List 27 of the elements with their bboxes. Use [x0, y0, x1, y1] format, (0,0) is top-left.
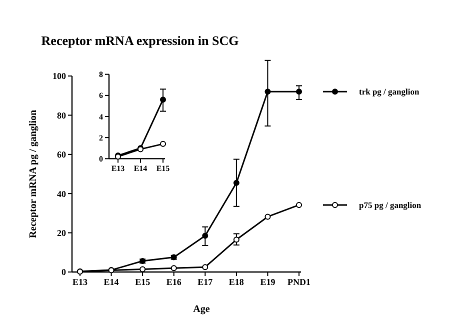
x-tick-label: PND1	[288, 277, 311, 288]
y-axis-title: Receptor mRNA pg / ganglion	[28, 109, 39, 238]
y-tick-label: 80	[57, 110, 66, 120]
chart-title: Receptor mRNA expression in SCG	[41, 33, 239, 48]
x-tick-label: E15	[156, 164, 170, 174]
y-tick-label: 40	[57, 188, 66, 199]
legend-label: trk pg / ganglion	[359, 86, 420, 97]
y-tick-label: 60	[57, 150, 66, 160]
x-tick-label: E13	[72, 277, 88, 288]
x-axis-title: Age	[193, 304, 210, 315]
x-tick-label: E18	[228, 277, 244, 288]
x-tick-label: E15	[135, 277, 151, 288]
x-tick-label: E19	[260, 277, 276, 288]
y-tick-label: 0	[62, 267, 66, 278]
y-tick-label: 4	[99, 112, 103, 122]
y-tick-label: 100	[52, 71, 66, 82]
y-tick-label: 20	[57, 228, 66, 238]
legend-label: p75 pg / ganglion	[359, 200, 422, 210]
y-tick-label: 6	[99, 91, 103, 100]
x-tick-label: E17	[198, 277, 214, 288]
x-tick-label: E13	[111, 164, 125, 174]
x-tick-label: E14	[104, 277, 120, 288]
x-tick-label: E16	[166, 277, 182, 288]
y-tick-label: 2	[99, 133, 103, 142]
y-tick-label: 0	[99, 154, 103, 164]
x-tick-label: E14	[134, 164, 148, 174]
y-tick-label: 8	[99, 70, 103, 80]
